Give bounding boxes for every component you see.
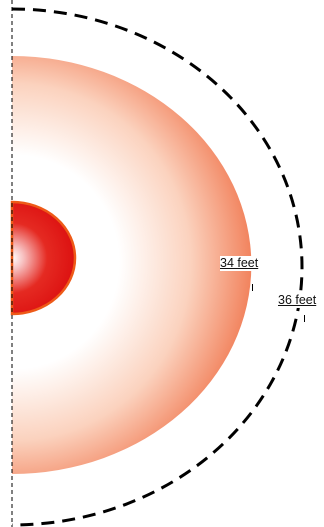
inner-radius-label: 34 feet bbox=[220, 256, 259, 271]
outer-radius-label: 36 feet bbox=[278, 293, 317, 308]
hazard-core bbox=[10, 200, 77, 316]
outer-radius-boundary bbox=[11, 7, 304, 527]
inner-radius-zone bbox=[12, 56, 252, 474]
